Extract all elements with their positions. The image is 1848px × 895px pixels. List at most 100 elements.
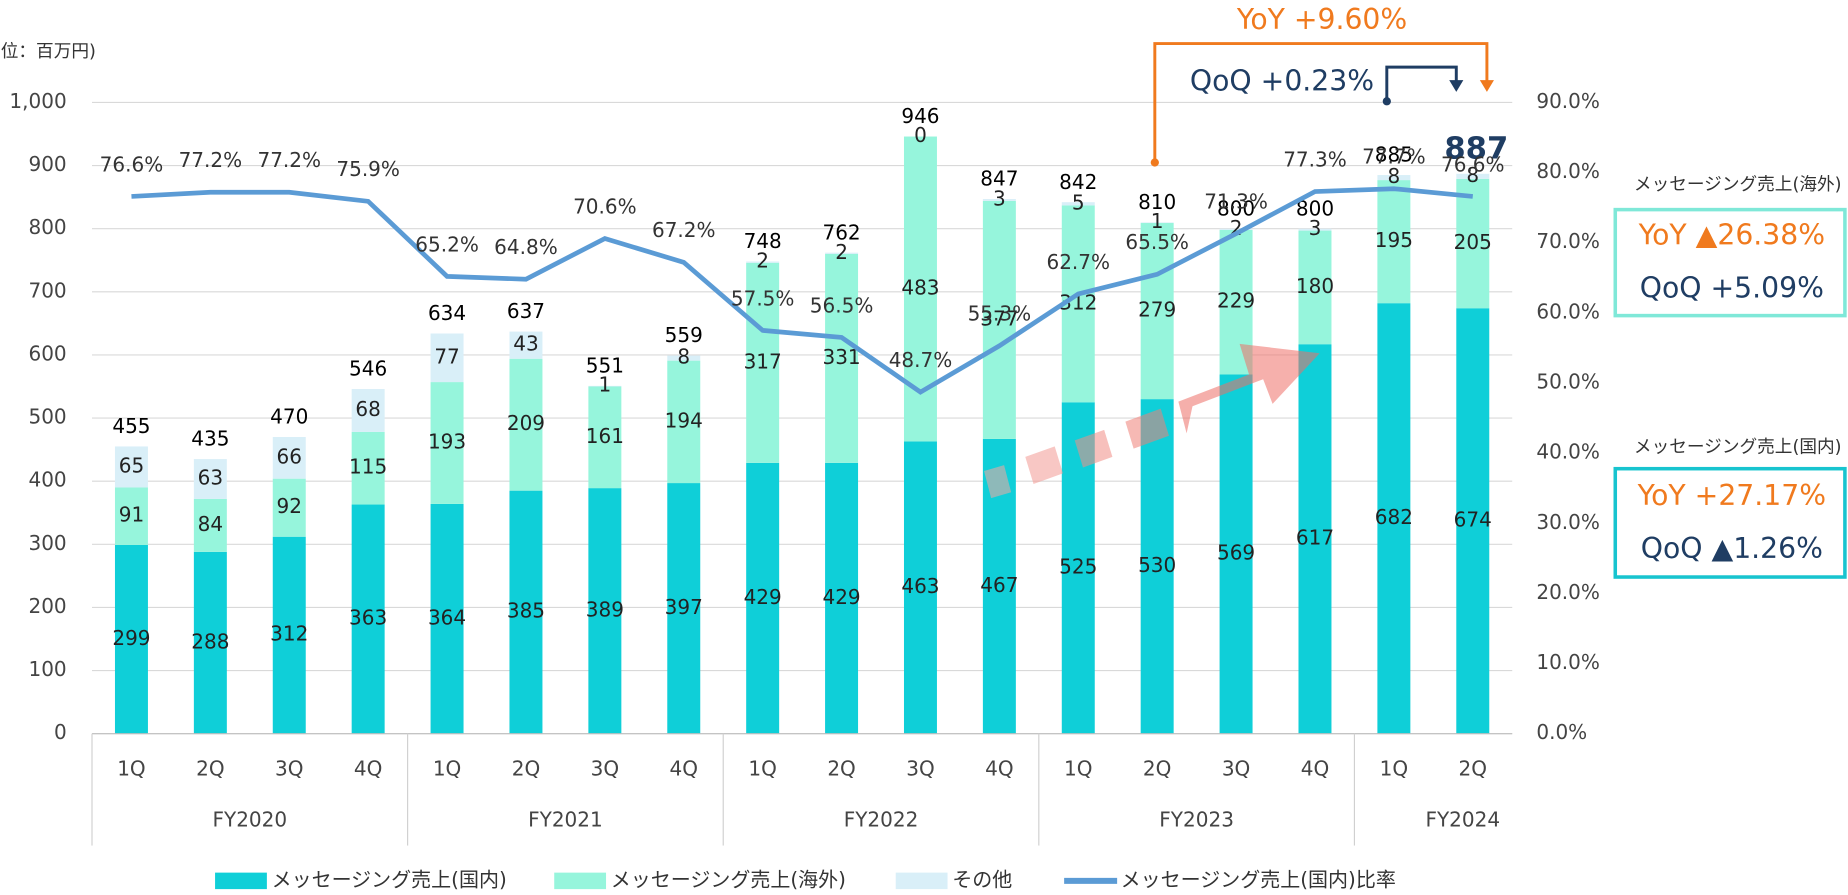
- bar-segment: [903, 441, 937, 734]
- total-label: 455: [112, 414, 150, 438]
- bar-segment: [746, 262, 780, 463]
- yoy-arrowhead: [1479, 80, 1494, 92]
- arrow-dash: [1074, 429, 1113, 468]
- qoq-bracket: [1385, 65, 1458, 102]
- segment-label: 483: [901, 275, 939, 299]
- segment-label: 385: [507, 599, 545, 623]
- total-label: 800: [1217, 196, 1255, 220]
- segment-label: 288: [191, 629, 229, 653]
- bar-segment: [351, 504, 385, 734]
- y-tick-label: 500: [28, 405, 66, 429]
- bar-segment: [1219, 374, 1253, 734]
- y-tick-label: 600: [28, 341, 66, 365]
- y-tick-label: 1,000: [9, 89, 66, 113]
- qoq-dot: [1382, 97, 1391, 106]
- y2-tick-label: 70.0%: [1536, 229, 1600, 253]
- bar-segment: [1456, 308, 1490, 734]
- segment-label: 312: [270, 622, 308, 646]
- arrow-dash: [984, 465, 1012, 499]
- ratio-label: 64.8%: [494, 235, 558, 259]
- x-tick-label: 1Q: [748, 757, 776, 781]
- segment-label: 317: [744, 349, 782, 373]
- overseas-box: [1613, 207, 1847, 318]
- bar-segment: [114, 446, 148, 488]
- total-label: 634: [428, 301, 466, 325]
- bar-segment: [1298, 228, 1332, 231]
- segment-label: 377: [980, 306, 1018, 330]
- bar-segment: [272, 536, 306, 734]
- segment-label: 229: [1217, 289, 1255, 313]
- segment-label: 364: [428, 605, 466, 629]
- bar-segment: [1140, 222, 1174, 224]
- arrow-head: [1178, 343, 1320, 434]
- segment-label: 397: [665, 595, 703, 619]
- arrow-dash: [1025, 446, 1063, 485]
- segment-label: 429: [744, 585, 782, 609]
- bar-segment: [1377, 303, 1411, 734]
- segment-label: 161: [586, 424, 624, 448]
- y-tick-label: 200: [28, 594, 66, 618]
- total-label: 470: [270, 405, 308, 429]
- bar-segment: [430, 382, 464, 504]
- segment-label: 195: [1375, 228, 1413, 252]
- ratio-label: 77.3%: [1283, 147, 1347, 171]
- ratio-label: 65.5%: [1125, 230, 1189, 254]
- bar-segment: [588, 385, 622, 387]
- segment-label: 389: [586, 597, 624, 621]
- bar-segment: [825, 253, 859, 463]
- background-layer: [92, 101, 1513, 735]
- segment-label: 3: [993, 186, 1006, 210]
- segment-label: 569: [1217, 541, 1255, 565]
- segment-label: 63: [198, 465, 223, 489]
- overseas-yoy: YoY ▲26.38%: [1638, 219, 1825, 252]
- segment-label: 674: [1454, 507, 1492, 531]
- y-tick-label: 700: [28, 278, 66, 302]
- y-tick-label: 900: [28, 152, 66, 176]
- ratio-label: 65.2%: [415, 232, 479, 256]
- y2-tick-label: 50.0%: [1536, 369, 1600, 393]
- bar-segment: [1377, 180, 1411, 304]
- group-label: FY2020: [212, 807, 287, 831]
- x-tick-label: 4Q: [1301, 757, 1329, 781]
- bar-segment: [588, 386, 622, 489]
- bar-segment: [982, 200, 1016, 439]
- x-tick-label: 2Q: [1143, 757, 1171, 781]
- bar-segment: [430, 333, 464, 383]
- group-label: FY2021: [528, 807, 603, 831]
- y2-tick-label: 30.0%: [1536, 510, 1600, 534]
- arrow-dash: [1125, 408, 1169, 449]
- total-label: 551: [586, 354, 624, 378]
- legend-swatch: [215, 872, 267, 890]
- ratio-label: 70.6%: [573, 194, 637, 218]
- total-label: 559: [665, 323, 703, 347]
- x-tick-label: 2Q: [512, 757, 540, 781]
- segment-label: 2: [835, 240, 848, 264]
- bar-segment: [667, 355, 701, 361]
- x-tick-label: 1Q: [433, 757, 461, 781]
- segment-label: 429: [822, 585, 860, 609]
- segment-label: 363: [349, 606, 387, 630]
- bar-segment: [272, 478, 306, 537]
- domestic-box-title: メッセージング売上(国内): [1634, 437, 1842, 458]
- x-tick-label: 3Q: [591, 757, 619, 781]
- segment-label: 467: [980, 573, 1018, 597]
- y-tick-label: 100: [28, 657, 66, 681]
- segment-label: 331: [822, 345, 860, 369]
- bar-segment: [667, 360, 701, 484]
- total-label: 546: [349, 357, 387, 381]
- segment-label: 194: [665, 408, 703, 432]
- bar-segment: [746, 462, 780, 734]
- total-label: 637: [507, 299, 545, 323]
- bar-segment: [1061, 202, 1095, 206]
- x-tick-label: 3Q: [1222, 757, 1250, 781]
- legend-swatch: [554, 872, 607, 890]
- bar-segment: [746, 261, 780, 263]
- bar-segment: [509, 358, 543, 491]
- bar-segment: [825, 462, 859, 734]
- yoy-bracket: [1153, 42, 1489, 163]
- segment-label: 77: [434, 344, 459, 368]
- y2-tick-label: 90.0%: [1536, 89, 1600, 113]
- y2-tick-label: 60.0%: [1536, 299, 1600, 323]
- bar-segment: [193, 498, 227, 552]
- bar-segment: [1219, 228, 1253, 230]
